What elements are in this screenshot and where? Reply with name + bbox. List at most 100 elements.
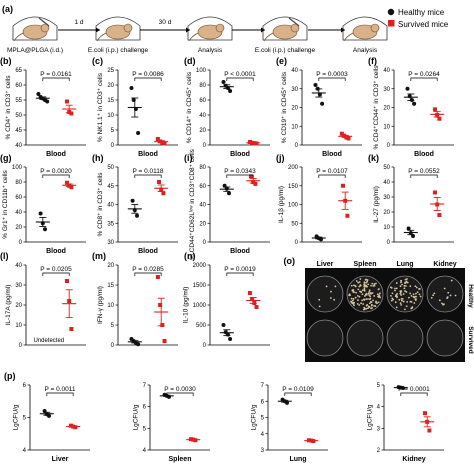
colony-dot	[374, 282, 377, 285]
chart-h: (h) 30 35 40 45 50% CD8⁺ in CD3⁺ cells Blood P …	[92, 153, 178, 255]
colony-dot	[396, 292, 398, 295]
colony-dot	[400, 303, 403, 306]
schematic-step-label-0: MPLA@PLGA (i.d.)	[7, 47, 63, 54]
y-tick-label: 50	[383, 165, 390, 171]
y-tick-label: 4	[143, 448, 147, 454]
y-tick-label: 20	[199, 128, 206, 134]
data-point-healthy	[36, 92, 41, 96]
y-tick-label: 15	[107, 98, 114, 104]
colony-dot	[372, 299, 374, 302]
colony-dot	[353, 304, 355, 307]
arrowhead-icon-3	[341, 27, 345, 33]
significance-bracket	[42, 272, 70, 276]
y-tick-label: 7	[261, 383, 265, 389]
y-tick-label: 1000	[193, 303, 207, 309]
y-tick-label: 40	[15, 143, 22, 149]
chart-g: (g) 0 20 40 60 80 100% Gr1⁺ in CD11b⁺ cells Blo…	[0, 153, 86, 255]
y-tick-label: 2	[377, 448, 381, 454]
data-point-healthy	[136, 131, 141, 135]
mouse-cage-1: E.coli (i.p.) challenge	[88, 16, 149, 54]
schematic-panel-a: (a) MPLA@PLGA (i.d.) E.coli (i.p.) challe…	[2, 4, 388, 54]
data-point-survived	[423, 411, 427, 416]
colony-dot	[358, 304, 361, 306]
colony-dot	[367, 292, 370, 295]
data-point-survived	[249, 174, 253, 179]
y-tick-label: 40	[199, 113, 206, 119]
colony-dot	[400, 294, 403, 296]
chart-c: (c) 0 5 10 15 20 25% NK1.1⁺ in CD3⁺ cells Blood…	[92, 56, 178, 158]
y-tick-label: 30	[383, 87, 390, 93]
colony-dot	[361, 299, 364, 302]
y-tick-label: 100	[288, 203, 299, 209]
data-point-healthy	[412, 101, 417, 106]
colony-dot	[401, 298, 404, 300]
colony-dot	[363, 283, 366, 285]
colony-dot	[395, 287, 398, 290]
colony-dot	[404, 281, 407, 284]
x-axis-label: Blood	[138, 248, 158, 255]
significance-bracket	[318, 174, 346, 178]
y-tick-label: 20	[15, 303, 22, 309]
y-tick-label: 45	[107, 184, 114, 190]
y-tick-label: 10	[383, 225, 390, 231]
data-point-healthy	[45, 99, 50, 104]
y-tick-label: 7	[143, 383, 147, 389]
y-tick-label: 5	[111, 323, 115, 329]
timeline-duration-1: 30 d	[159, 19, 172, 26]
colony-dot	[363, 299, 366, 301]
data-point-survived	[160, 323, 165, 327]
colony-dot	[376, 293, 379, 296]
colony-dot	[375, 300, 377, 303]
plate-row-label: Healthy	[467, 284, 474, 308]
colony-dot	[365, 292, 368, 295]
p-value-label: P = 0.0343	[224, 168, 256, 175]
colony-dot	[358, 295, 361, 298]
y-tick-label: 4	[261, 432, 265, 438]
panel-label: (l)	[0, 251, 9, 261]
y-tick-label: 40	[15, 263, 22, 269]
agar-plate	[426, 275, 464, 313]
colony-dot	[413, 302, 416, 304]
plate-panel-o: (o) Liver Spleen Lung Kidney Healthy Survived	[284, 256, 474, 362]
colony-dot	[366, 279, 369, 281]
agar-plate	[306, 275, 344, 313]
y-tick-label: 50	[291, 221, 298, 227]
y-axis-label: % CD44⁺CD62Lˡᵒʷ in CD3⁺CD8⁺ cells	[189, 148, 196, 260]
legend-healthy-label: Healthy mice	[398, 8, 445, 17]
colony-dot	[396, 296, 398, 299]
p-value-label: P = 0.0109	[282, 386, 314, 393]
colony-dot	[333, 298, 336, 301]
y-tick-label: 1500	[193, 283, 207, 289]
p-value-label: P = 0.0011	[44, 386, 75, 393]
data-point-survived	[254, 305, 259, 309]
colony-dot	[378, 294, 381, 297]
y-tick-label: 5	[261, 416, 265, 422]
arrowhead-icon-0	[96, 27, 100, 33]
p-value-label: P = 0.0285	[132, 266, 164, 273]
p-value-label: P < 0.0001	[224, 71, 256, 78]
colony-dot	[369, 297, 372, 300]
mouse-cage-4: Analysis	[342, 16, 388, 54]
panel-label: (h)	[92, 153, 104, 163]
syringe-icon	[288, 17, 300, 27]
colony-dot	[405, 305, 408, 308]
colony-dot	[406, 281, 409, 284]
mouse-cage-0: MPLA@PLGA (i.d.)	[7, 16, 63, 54]
data-point-healthy	[320, 101, 325, 106]
colony-dot	[390, 286, 393, 289]
y-tick-label: 40	[199, 203, 206, 209]
y-tick-label: 0	[203, 240, 207, 246]
plate-column-label: Spleen	[354, 261, 377, 268]
mouse-head-icon	[40, 23, 50, 33]
colony-dot	[334, 285, 337, 288]
x-axis-label: Blood	[322, 151, 342, 158]
data-point-survived	[252, 301, 257, 305]
colony-dot	[411, 307, 413, 309]
panel-label: (g)	[0, 153, 12, 163]
legend: Healthy mice Survived mice	[387, 8, 449, 29]
panel-label: (c)	[92, 56, 103, 66]
colony-dot	[371, 303, 373, 306]
panel-label: (j)	[276, 153, 285, 163]
data-point-survived	[161, 191, 166, 196]
colony-dot	[419, 295, 422, 298]
